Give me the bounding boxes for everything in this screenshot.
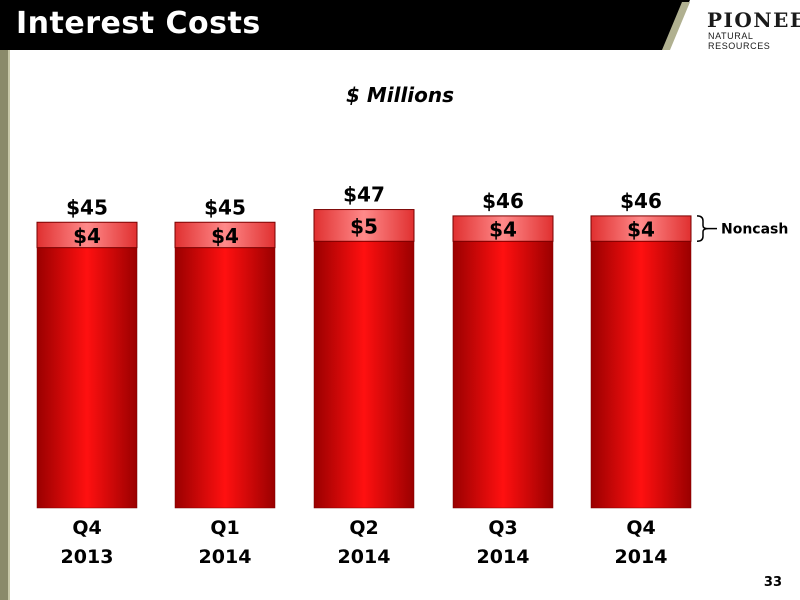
x-tick-label-year: 2014 (338, 546, 391, 568)
x-tick-label-quarter: Q4 (626, 517, 655, 539)
logo-name: PIONEER (707, 8, 800, 32)
x-tick-label-year: 2014 (199, 546, 252, 568)
x-tick-label-quarter: Q4 (72, 517, 101, 539)
total-value-label: $45 (204, 195, 246, 219)
logo-tagline: NATURAL RESOURCES (708, 31, 771, 51)
x-tick-label-year: 2014 (615, 546, 668, 568)
x-tick-label-quarter: Q2 (349, 517, 378, 539)
noncash-value-label: $4 (211, 224, 239, 248)
page-number: 33 (763, 575, 782, 590)
left-accent-stripe (0, 50, 8, 600)
x-tick-label-quarter: Q1 (210, 517, 239, 539)
total-value-label: $45 (66, 195, 108, 219)
bar-noncash (174, 221, 276, 249)
noncash-value-label: $4 (627, 218, 655, 242)
x-tick-label-year: 2013 (61, 546, 114, 568)
bar-noncash (36, 221, 138, 249)
noncash-annotation: Noncash (721, 222, 788, 238)
bar-cash (174, 247, 276, 509)
noncash-value-label: $4 (489, 218, 517, 242)
bar-cash (590, 241, 692, 509)
noncash-value-label: $5 (350, 214, 378, 238)
bar-noncash (452, 215, 554, 242)
total-value-label: $47 (343, 183, 385, 207)
total-value-label: $46 (482, 189, 524, 213)
bar-noncash (590, 215, 692, 242)
bar-cash (36, 247, 138, 509)
logo-background (662, 0, 800, 50)
x-tick-label-year: 2014 (477, 546, 530, 568)
bar-cash (313, 241, 415, 509)
left-accent-stripe-light (8, 50, 10, 600)
chart-subtitle: $ Millions (345, 83, 455, 107)
x-tick-label-quarter: Q3 (488, 517, 517, 539)
total-value-label: $46 (620, 189, 662, 213)
noncash-brace (696, 215, 709, 243)
bar-cash (452, 241, 554, 509)
bar-noncash (313, 209, 415, 242)
noncash-value-label: $4 (73, 224, 101, 248)
page-title: Interest Costs (16, 6, 261, 41)
